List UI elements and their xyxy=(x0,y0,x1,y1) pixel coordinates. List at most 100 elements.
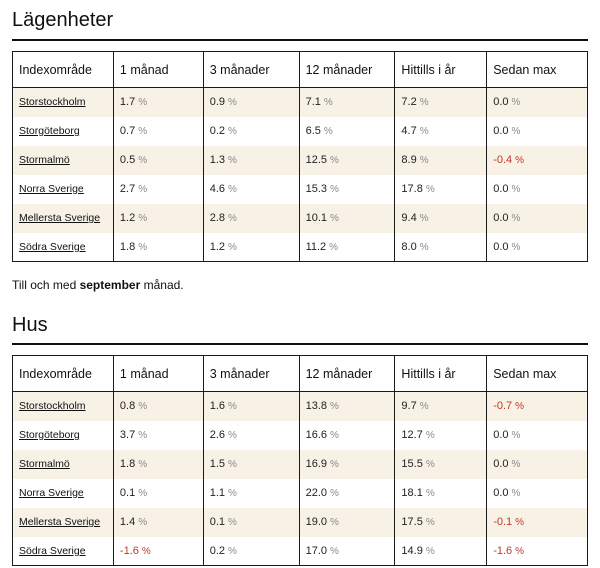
value-cell-12-months: 7.1% xyxy=(298,87,396,117)
area-link[interactable]: Storstockholm xyxy=(19,96,86,109)
houses-table: Indexområde 1 månad 3 månader 12 månader… xyxy=(12,355,588,566)
value: 7.2% xyxy=(401,96,428,108)
percent-unit: % xyxy=(138,184,148,195)
value-cell-12-months: 12.5% xyxy=(298,145,396,175)
value-number: 0.0 xyxy=(493,240,509,253)
value-number: 1.7 xyxy=(119,96,136,109)
area-link[interactable]: Storgöteborg xyxy=(19,429,80,441)
percent-unit: % xyxy=(228,545,237,557)
value-number: -1.6 xyxy=(119,544,139,557)
value: 8.9% xyxy=(401,154,428,166)
value: 0.9% xyxy=(210,96,237,108)
value: 2.7% xyxy=(120,183,147,195)
value-number: 4.6 xyxy=(209,183,226,195)
value-number: 0.2 xyxy=(209,544,226,557)
percent-unit: % xyxy=(515,517,525,528)
table-row: Södra Sverige -1.6% 0.2% 17.0% 14.9% -1.6% xyxy=(12,536,588,566)
percent-unit: % xyxy=(511,184,521,195)
value: 0.2% xyxy=(210,545,237,557)
percent-unit: % xyxy=(228,155,237,166)
value-number: 1.4 xyxy=(119,516,136,528)
value: 0.0% xyxy=(493,241,520,253)
area-link[interactable]: Stormalmö xyxy=(19,154,70,166)
percent-unit: % xyxy=(228,184,237,195)
value-number: 13.8 xyxy=(305,400,327,413)
value-cell-ytd: 9.4% xyxy=(394,203,488,233)
area-link[interactable]: Mellersta Sverige xyxy=(19,516,101,528)
value: -1.6% xyxy=(120,545,151,557)
value-number: 7.2 xyxy=(401,96,417,109)
value-number: 1.2 xyxy=(209,240,226,253)
header-ytd: Hittills i år xyxy=(394,355,488,392)
percent-unit: % xyxy=(425,184,435,195)
value-number: 17.0 xyxy=(305,544,327,557)
area-link[interactable]: Södra Sverige xyxy=(19,240,86,253)
period-note: Till och med september månad. xyxy=(12,278,184,292)
value: 1.3% xyxy=(210,154,237,166)
table-row: Storgöteborg 0.7% 0.2% 6.5% 4.7% 0.0% xyxy=(12,116,588,146)
value-cell-12-months: 13.8% xyxy=(298,391,396,421)
value: 9.4% xyxy=(401,212,428,224)
value-number: 4.7 xyxy=(401,125,417,137)
value: 0.1% xyxy=(120,487,147,499)
value-number: 0.0 xyxy=(493,125,509,137)
value-number: 1.8 xyxy=(119,458,136,470)
percent-unit: % xyxy=(138,430,148,441)
percent-unit: % xyxy=(425,430,435,441)
value-number: 22.0 xyxy=(305,487,327,499)
percent-unit: % xyxy=(228,401,237,413)
period-note-month: september xyxy=(79,278,141,292)
table-row: Mellersta Sverige 1.4% 0.1% 19.0% 17.5% -0.1% xyxy=(12,507,588,537)
value-number: 17.5 xyxy=(401,516,423,528)
percent-unit: % xyxy=(138,97,148,109)
percent-unit: % xyxy=(511,126,521,137)
value-cell-1-month: 0.8% xyxy=(112,391,204,421)
percent-unit: % xyxy=(330,401,339,413)
period-note-prefix: Till och med xyxy=(12,278,80,292)
area-link[interactable]: Storstockholm xyxy=(19,400,86,413)
percent-unit: % xyxy=(330,430,339,441)
value: 17.8% xyxy=(401,183,434,195)
percent-unit: % xyxy=(515,545,525,557)
area-link[interactable]: Storgöteborg xyxy=(19,125,80,137)
value-cell-3-months: 0.2% xyxy=(202,116,300,146)
houses-title: Hus xyxy=(12,314,48,336)
value-cell-1-month: 3.7% xyxy=(112,420,204,450)
percent-unit: % xyxy=(228,517,237,528)
value-number: 1.5 xyxy=(209,458,226,470)
value-cell-12-months: 15.3% xyxy=(298,174,396,204)
value: 15.5% xyxy=(401,458,434,470)
value: 17.0% xyxy=(306,545,339,557)
value-cell-since-max: 0.0% xyxy=(486,203,588,233)
value-cell-ytd: 14.9% xyxy=(394,536,488,566)
value-cell-3-months: 0.2% xyxy=(202,536,300,566)
value-number: 2.8 xyxy=(209,212,226,224)
value: 1.2% xyxy=(120,212,147,224)
area-link[interactable]: Norra Sverige xyxy=(19,487,84,499)
value: 1.2% xyxy=(210,241,237,253)
value-number: -1.6 xyxy=(493,544,513,557)
table-row: Mellersta Sverige 1.2% 2.8% 10.1% 9.4% 0.0% xyxy=(12,203,588,233)
value: 0.8% xyxy=(120,400,147,412)
percent-unit: % xyxy=(425,459,435,470)
percent-unit: % xyxy=(419,401,429,413)
area-link[interactable]: Stormalmö xyxy=(19,458,70,470)
percent-unit: % xyxy=(228,97,237,109)
area-cell: Storstockholm xyxy=(12,87,114,117)
area-link[interactable]: Mellersta Sverige xyxy=(19,212,101,224)
area-link[interactable]: Norra Sverige xyxy=(19,183,84,195)
value-cell-3-months: 2.8% xyxy=(202,203,300,233)
value: 0.0% xyxy=(493,183,520,195)
value-cell-3-months: 0.9% xyxy=(202,87,300,117)
value-cell-since-max: 0.0% xyxy=(486,87,588,117)
value-cell-1-month: 2.7% xyxy=(112,174,204,204)
percent-unit: % xyxy=(228,213,237,224)
value-cell-1-month: 0.7% xyxy=(112,116,204,146)
value: 2.8% xyxy=(210,212,237,224)
value: -1.6% xyxy=(493,545,524,557)
area-cell: Mellersta Sverige xyxy=(12,507,114,537)
area-link[interactable]: Södra Sverige xyxy=(19,544,86,557)
value-cell-12-months: 10.1% xyxy=(298,203,396,233)
value: 4.7% xyxy=(401,125,428,137)
percent-unit: % xyxy=(330,488,339,499)
